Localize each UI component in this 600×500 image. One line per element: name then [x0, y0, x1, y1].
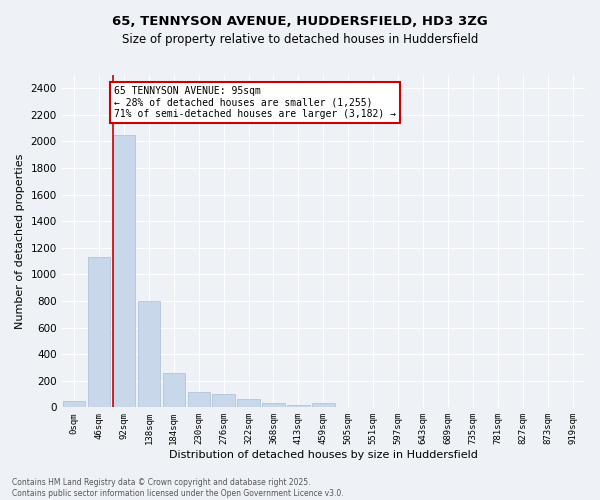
Bar: [63, 400, 85, 407]
X-axis label: Distribution of detached houses by size in Huddersfield: Distribution of detached houses by size …: [169, 450, 478, 460]
Text: 65 TENNYSON AVENUE: 95sqm
← 28% of detached houses are smaller (1,255)
71% of se: 65 TENNYSON AVENUE: 95sqm ← 28% of detac…: [114, 86, 396, 119]
Bar: [137, 301, 160, 408]
Text: 65, TENNYSON AVENUE, HUDDERSFIELD, HD3 3ZG: 65, TENNYSON AVENUE, HUDDERSFIELD, HD3 3…: [112, 15, 488, 28]
Y-axis label: Number of detached properties: Number of detached properties: [15, 154, 25, 329]
Text: Contains HM Land Registry data © Crown copyright and database right 2025.
Contai: Contains HM Land Registry data © Crown c…: [12, 478, 344, 498]
Bar: [238, 400, 260, 407]
Bar: [287, 404, 310, 407]
Text: Size of property relative to detached houses in Huddersfield: Size of property relative to detached ho…: [122, 32, 478, 46]
Bar: [262, 404, 285, 407]
Bar: [312, 402, 335, 407]
Bar: [212, 394, 235, 407]
Bar: [88, 257, 110, 408]
Bar: [163, 374, 185, 408]
Bar: [188, 392, 210, 407]
Bar: [113, 135, 135, 407]
